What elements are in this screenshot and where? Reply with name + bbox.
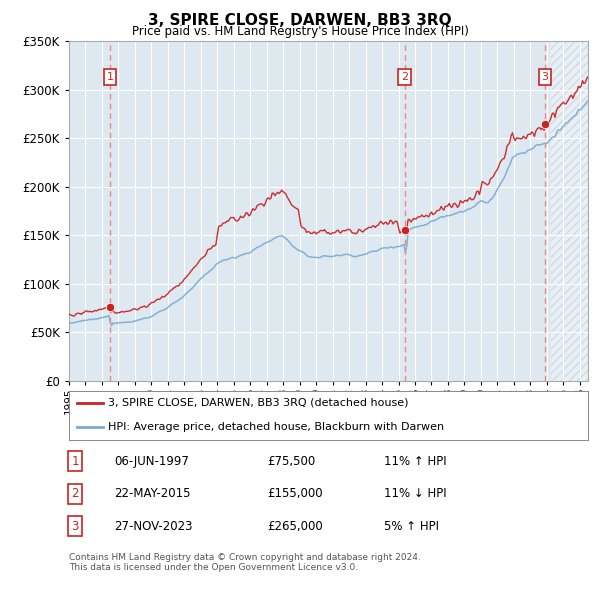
Text: 5% ↑ HPI: 5% ↑ HPI <box>384 520 439 533</box>
Text: 27-NOV-2023: 27-NOV-2023 <box>114 520 193 533</box>
Text: £75,500: £75,500 <box>267 455 315 468</box>
Text: 3, SPIRE CLOSE, DARWEN, BB3 3RQ (detached house): 3, SPIRE CLOSE, DARWEN, BB3 3RQ (detache… <box>108 398 409 408</box>
Text: 11% ↓ HPI: 11% ↓ HPI <box>384 487 446 500</box>
Text: 22-MAY-2015: 22-MAY-2015 <box>114 487 191 500</box>
Text: £265,000: £265,000 <box>267 520 323 533</box>
Text: This data is licensed under the Open Government Licence v3.0.: This data is licensed under the Open Gov… <box>69 563 358 572</box>
Bar <box>551 41 588 381</box>
Text: 3: 3 <box>542 72 548 82</box>
Text: 3, SPIRE CLOSE, DARWEN, BB3 3RQ: 3, SPIRE CLOSE, DARWEN, BB3 3RQ <box>148 13 452 28</box>
Text: Contains HM Land Registry data © Crown copyright and database right 2024.: Contains HM Land Registry data © Crown c… <box>69 553 421 562</box>
Text: HPI: Average price, detached house, Blackburn with Darwen: HPI: Average price, detached house, Blac… <box>108 422 444 432</box>
Text: 06-JUN-1997: 06-JUN-1997 <box>114 455 189 468</box>
Text: 2: 2 <box>401 72 409 82</box>
Bar <box>551 41 588 381</box>
Text: 1: 1 <box>107 72 113 82</box>
Text: £155,000: £155,000 <box>267 487 323 500</box>
Text: 3: 3 <box>71 520 79 533</box>
Text: 11% ↑ HPI: 11% ↑ HPI <box>384 455 446 468</box>
Text: 1: 1 <box>71 455 79 468</box>
Text: Price paid vs. HM Land Registry's House Price Index (HPI): Price paid vs. HM Land Registry's House … <box>131 25 469 38</box>
Text: 2: 2 <box>71 487 79 500</box>
